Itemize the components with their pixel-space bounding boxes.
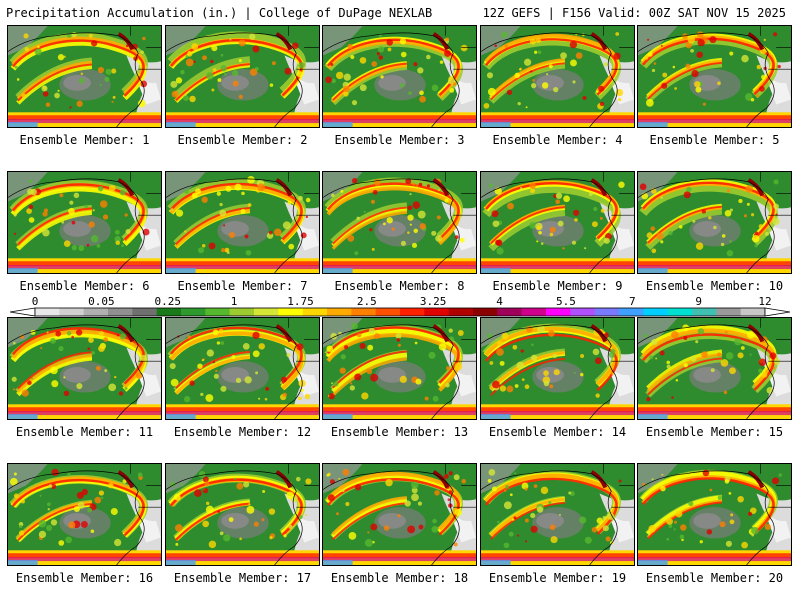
ensemble-member-map bbox=[480, 317, 635, 420]
ensemble-member-label: Ensemble Member: 8 bbox=[334, 279, 465, 293]
ensemble-member-label: Ensemble Member: 13 bbox=[330, 425, 469, 439]
ensemble-member-map bbox=[7, 463, 162, 566]
ensemble-member-map bbox=[322, 25, 477, 128]
colorbar-bin bbox=[619, 308, 644, 316]
ensemble-member-map bbox=[637, 463, 792, 566]
colorbar-tick-label: 1 bbox=[230, 295, 238, 308]
ensemble-member-map bbox=[7, 317, 162, 420]
ensemble-member-map bbox=[322, 463, 477, 566]
colorbar-bin bbox=[448, 308, 474, 316]
ensemble-member-label: Ensemble Member: 15 bbox=[645, 425, 784, 439]
ensemble-member-label: Ensemble Member: 19 bbox=[488, 571, 627, 585]
ensemble-member-map bbox=[322, 317, 477, 420]
ensemble-member-map bbox=[7, 25, 162, 128]
colorbar-tick-label: 0 bbox=[31, 295, 39, 308]
ensemble-member-label: Ensemble Member: 5 bbox=[649, 133, 780, 147]
colorbar-bin bbox=[108, 308, 133, 316]
colorbar-tick-label: 0.25 bbox=[154, 295, 181, 308]
ensemble-member-map bbox=[637, 317, 792, 420]
ensemble-member-map bbox=[637, 171, 792, 274]
colorbar-bin bbox=[327, 308, 352, 316]
map-title: Precipitation Accumulation (in.) | Colle… bbox=[6, 6, 433, 20]
ensemble-member-label: Ensemble Member: 6 bbox=[19, 279, 150, 293]
colorbar-bin bbox=[497, 308, 522, 316]
ensemble-member-label: Ensemble Member: 7 bbox=[177, 279, 308, 293]
colorbar-bin bbox=[229, 308, 255, 316]
colorbar-bin bbox=[132, 308, 157, 316]
colorbar-bin bbox=[546, 308, 571, 316]
colorbar-tick-label: 4 bbox=[496, 295, 503, 308]
colorbar-tick-label: 7 bbox=[628, 295, 636, 308]
colorbar-tick-label: 9 bbox=[695, 295, 702, 308]
ensemble-member-map bbox=[165, 25, 320, 128]
colorbar-max-arrow bbox=[764, 307, 791, 317]
valid-time: 12Z GEFS | F156 Valid: 00Z SAT NOV 15 20… bbox=[482, 6, 786, 20]
ensemble-member-label: Ensemble Member: 1 bbox=[19, 133, 150, 147]
colorbar-tick-label: 12 bbox=[758, 295, 772, 308]
colorbar-bin bbox=[424, 308, 449, 316]
colorbar-bin bbox=[156, 308, 182, 316]
colorbar-bin bbox=[35, 308, 60, 316]
colorbar-bin bbox=[667, 308, 693, 316]
colorbar-bin bbox=[254, 308, 279, 316]
ensemble-member-map bbox=[480, 171, 635, 274]
precip-colorbar bbox=[9, 307, 791, 317]
colorbar-bin bbox=[278, 308, 303, 316]
colorbar-bin bbox=[351, 308, 376, 316]
ensemble-member-map bbox=[480, 25, 635, 128]
ensemble-member-map bbox=[165, 463, 320, 566]
ensemble-member-map bbox=[165, 317, 320, 420]
colorbar-tick-label: 3.25 bbox=[419, 295, 447, 308]
ensemble-member-label: Ensemble Member: 16 bbox=[15, 571, 154, 585]
ensemble-member-map bbox=[7, 171, 162, 274]
colorbar-bin bbox=[83, 308, 109, 316]
ensemble-member-map bbox=[637, 25, 792, 128]
colorbar-bin bbox=[594, 308, 620, 316]
ensemble-member-label: Ensemble Member: 10 bbox=[645, 279, 784, 293]
ensemble-member-label: Ensemble Member: 4 bbox=[492, 133, 623, 147]
colorbar-bin bbox=[643, 308, 668, 316]
colorbar-bin bbox=[302, 308, 328, 316]
ensemble-member-map bbox=[480, 463, 635, 566]
colorbar-bin bbox=[59, 308, 84, 316]
ensemble-member-map bbox=[165, 171, 320, 274]
colorbar-bin bbox=[692, 308, 717, 316]
ensemble-member-label: Ensemble Member: 17 bbox=[173, 571, 312, 585]
colorbar-bin bbox=[375, 308, 401, 316]
colorbar-bin bbox=[400, 308, 425, 316]
colorbar-bin bbox=[570, 308, 595, 316]
colorbar-bin bbox=[716, 308, 741, 316]
colorbar-bin bbox=[473, 308, 498, 316]
colorbar-min-arrow bbox=[9, 307, 36, 317]
colorbar-tick-label: 5.5 bbox=[555, 295, 576, 308]
colorbar-tick-label: 1.75 bbox=[287, 295, 314, 308]
ensemble-member-label: Ensemble Member: 20 bbox=[645, 571, 784, 585]
ensemble-member-label: Ensemble Member: 14 bbox=[488, 425, 627, 439]
colorbar-bin bbox=[521, 308, 547, 316]
ensemble-member-map bbox=[322, 171, 477, 274]
ensemble-member-label: Ensemble Member: 3 bbox=[334, 133, 465, 147]
ensemble-member-label: Ensemble Member: 12 bbox=[173, 425, 312, 439]
ensemble-member-label: Ensemble Member: 9 bbox=[492, 279, 623, 293]
colorbar-bin bbox=[740, 308, 766, 316]
ensemble-member-label: Ensemble Member: 18 bbox=[330, 571, 469, 585]
colorbar-tick-label: 2.5 bbox=[356, 295, 377, 308]
colorbar-tick-label: 0.05 bbox=[88, 295, 115, 308]
colorbar-bin bbox=[205, 308, 230, 316]
ensemble-member-label: Ensemble Member: 2 bbox=[177, 133, 308, 147]
ensemble-member-label: Ensemble Member: 11 bbox=[15, 425, 154, 439]
colorbar-bin bbox=[181, 308, 206, 316]
